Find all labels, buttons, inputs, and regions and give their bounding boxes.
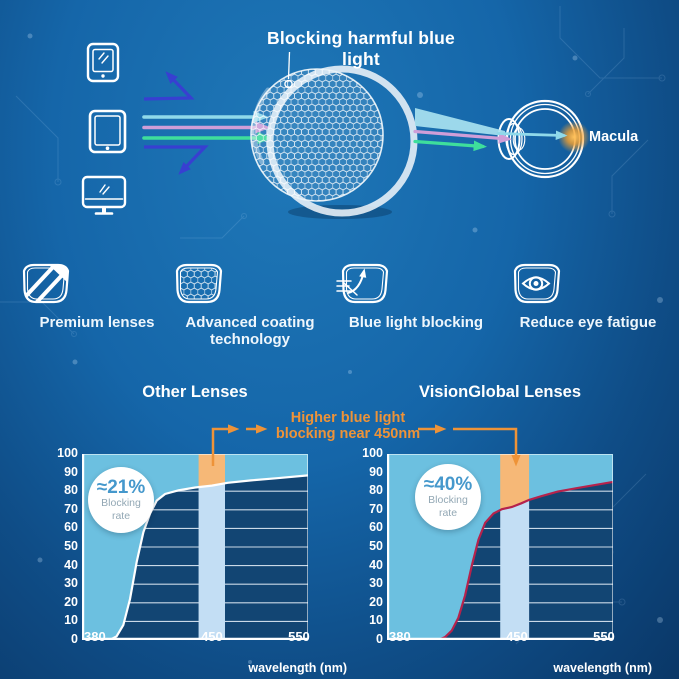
smartphone-icon xyxy=(86,42,120,83)
y-tick-label: 30 xyxy=(369,576,383,591)
feature-advanced-coating: Advanced coating technology xyxy=(170,262,330,349)
feature-label: Blue light blocking xyxy=(348,314,484,331)
y-tick-label: 100 xyxy=(362,446,383,460)
y-tick-label: 20 xyxy=(64,594,78,609)
blocking-rate-value: ≈40% xyxy=(423,474,473,496)
macula-glow xyxy=(558,121,590,153)
y-tick-label: 40 xyxy=(64,557,78,572)
y-tick-label: 90 xyxy=(369,464,383,479)
x-tick-label: 380 xyxy=(84,629,106,644)
monitor-icon xyxy=(81,175,127,215)
blocking-rate-badge: ≈40% Blocking rate xyxy=(415,464,481,530)
y-tick-label: 60 xyxy=(369,520,383,535)
feature-premium-lenses: Premium lenses xyxy=(17,262,177,332)
y-tick-label: 50 xyxy=(64,539,78,553)
cyan-beam-wedge xyxy=(415,108,505,136)
y-tick-label: 0 xyxy=(71,632,78,646)
y-tick-label: 90 xyxy=(64,464,78,479)
transmitted-rays xyxy=(413,108,568,152)
x-tick-label: 450 xyxy=(506,629,528,644)
blocking-rate-badge: ≈21% Blocking rate xyxy=(88,467,154,533)
y-tick-label: 70 xyxy=(64,501,78,516)
callout-line xyxy=(284,51,293,89)
eye-diagram xyxy=(497,99,590,179)
x-tick-label: 550 xyxy=(593,629,615,644)
incoming-light-rays xyxy=(142,110,273,145)
y-tick-label: 70 xyxy=(369,501,383,516)
macula-label: Macula xyxy=(589,129,639,145)
y-tick-label: 60 xyxy=(64,520,78,535)
y-tick-label: 80 xyxy=(64,483,78,498)
feature-reduce-eye-fatigue: Reduce eye fatigue xyxy=(508,262,668,332)
x-axis-label: wavelength (nm) xyxy=(553,661,652,675)
honeycomb-coating xyxy=(251,69,383,201)
x-tick-label: 450 xyxy=(201,629,223,644)
ray-to-macula xyxy=(496,130,568,140)
reflected-blue-light-arrows xyxy=(143,71,209,175)
hero-title: Blocking harmful blue light xyxy=(267,28,455,69)
coating-honeycomb-icon xyxy=(175,263,223,304)
y-tick-label: 50 xyxy=(369,539,383,553)
y-tick-label: 10 xyxy=(369,613,383,628)
y-tick-label: 20 xyxy=(369,594,383,609)
chart-visionglobal-lenses: VisionGlobal Lenses 0 10 20 30 40 50 60 70 80 90 1… xyxy=(345,383,665,679)
chart-other-lenses: Other Lenses 0 10 20 30 40 50 60 70 80 90 100 380 4… xyxy=(40,383,360,679)
feature-label: Advanced coating technology xyxy=(185,314,315,348)
coated-lens xyxy=(250,51,418,219)
annotation-higher-blocking: Higher blue light blocking near 450nm xyxy=(275,410,421,443)
premium-lens-icon xyxy=(22,263,70,304)
x-axis-label: wavelength (nm) xyxy=(248,661,347,675)
y-tick-label: 30 xyxy=(64,576,78,591)
chart-title: Other Lenses xyxy=(142,383,248,401)
y-tick-label: 40 xyxy=(369,557,383,572)
chart-title: VisionGlobal Lenses xyxy=(419,383,581,401)
y-tick-label: 10 xyxy=(64,613,78,628)
y-tick-label: 80 xyxy=(369,483,383,498)
feature-label: Premium lenses xyxy=(39,314,155,331)
tablet-icon xyxy=(88,109,127,154)
blocking-rate-value: ≈21% xyxy=(96,477,146,499)
hero-diagram xyxy=(81,42,590,219)
feature-label: Reduce eye fatigue xyxy=(519,314,657,331)
x-tick-label: 550 xyxy=(288,629,310,644)
y-tick-label: 100 xyxy=(57,446,78,460)
blue-light-deflect-icon xyxy=(336,263,389,304)
feature-blue-light-blocking: Blue light blocking xyxy=(336,262,496,332)
y-tick-label: 0 xyxy=(376,632,383,646)
x-tick-label: 380 xyxy=(389,629,411,644)
eye-comfort-icon xyxy=(513,263,561,304)
